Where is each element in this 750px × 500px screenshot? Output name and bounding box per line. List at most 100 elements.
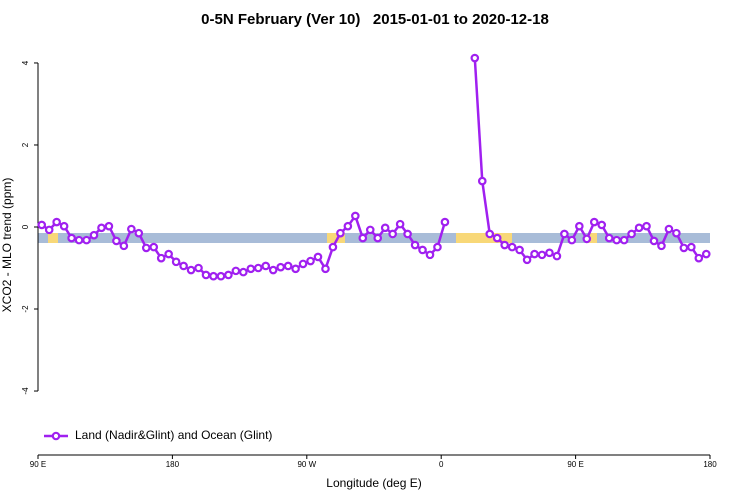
data-point xyxy=(537,250,547,260)
data-point xyxy=(649,236,659,246)
data-point xyxy=(149,242,159,252)
data-point xyxy=(373,233,383,243)
data-point xyxy=(403,229,412,239)
data-point xyxy=(627,229,636,239)
land-band xyxy=(588,233,597,243)
data-point xyxy=(552,251,562,261)
data-point xyxy=(37,220,47,230)
data-point xyxy=(59,221,69,231)
data-point xyxy=(687,242,696,252)
y-tick-label: 0 xyxy=(21,224,30,229)
data-point xyxy=(224,270,233,280)
y-tick-label: 2 xyxy=(21,142,30,147)
land-band xyxy=(456,233,512,243)
data-point xyxy=(485,229,495,239)
data-point xyxy=(306,256,315,266)
data-point xyxy=(380,223,390,233)
data-point xyxy=(328,242,338,252)
data-point xyxy=(515,245,524,255)
data-point xyxy=(425,250,435,260)
data-point xyxy=(97,223,106,233)
data-point xyxy=(701,249,711,259)
data-point xyxy=(336,228,345,238)
data-point xyxy=(321,264,330,274)
data-point xyxy=(89,230,99,240)
data-point xyxy=(470,53,480,63)
data-point xyxy=(612,235,621,245)
data-point xyxy=(545,248,554,258)
y-tick-label: -2 xyxy=(21,305,30,313)
data-point xyxy=(642,221,651,231)
data-point xyxy=(575,221,584,231)
data-point xyxy=(127,224,136,234)
data-point xyxy=(664,224,674,234)
data-point xyxy=(231,266,241,276)
data-point xyxy=(507,242,517,252)
data-point xyxy=(477,176,487,186)
x-tick-label: 180 xyxy=(703,460,717,469)
data-point xyxy=(74,235,84,245)
data-point xyxy=(500,240,509,250)
data-point xyxy=(67,233,76,243)
data-point xyxy=(582,234,592,244)
data-point xyxy=(522,255,532,265)
land-band xyxy=(48,233,58,243)
x-tick-label: 90 E xyxy=(567,460,583,469)
data-point xyxy=(492,233,502,243)
data-point xyxy=(634,223,644,233)
data-point xyxy=(604,233,614,243)
data-point xyxy=(216,271,226,281)
data-point xyxy=(246,264,256,274)
data-point xyxy=(134,228,144,238)
data-point xyxy=(112,236,121,246)
data-point xyxy=(567,235,577,245)
data-point xyxy=(679,243,689,253)
y-tick-label: -4 xyxy=(21,387,30,395)
data-point xyxy=(82,235,91,245)
legend-marker xyxy=(51,431,61,441)
x-tick-label: 90 W xyxy=(297,460,316,469)
y-tick-label: 4 xyxy=(21,60,30,65)
data-point xyxy=(657,241,666,251)
data-point xyxy=(298,259,308,269)
data-point xyxy=(358,233,368,243)
data-point xyxy=(156,253,166,263)
legend-label: Land (Nadir&Glint) and Ocean (Glint) xyxy=(75,428,272,442)
series-line xyxy=(41,57,707,278)
data-point xyxy=(276,262,285,272)
data-point xyxy=(104,221,114,231)
data-point xyxy=(261,261,271,271)
data-point xyxy=(343,221,353,231)
data-point xyxy=(239,267,248,277)
data-point xyxy=(694,253,704,263)
data-point xyxy=(560,229,569,239)
x-axis-label: Longitude (deg E) xyxy=(326,476,421,490)
x-tick-label: 180 xyxy=(166,460,180,469)
data-point xyxy=(44,225,54,235)
data-point xyxy=(418,245,427,255)
data-point xyxy=(351,211,360,221)
data-point xyxy=(410,240,420,250)
data-point xyxy=(283,261,293,271)
data-point xyxy=(209,271,218,281)
data-point xyxy=(530,249,539,259)
data-point xyxy=(388,229,397,239)
data-point xyxy=(164,249,173,259)
data-point xyxy=(619,235,629,245)
data-point xyxy=(433,242,442,252)
data-point xyxy=(365,225,375,235)
data-point xyxy=(440,217,450,227)
land-band xyxy=(327,233,345,243)
data-point xyxy=(253,263,263,273)
data-point xyxy=(119,241,129,251)
data-point xyxy=(171,257,181,267)
data-point xyxy=(395,219,405,229)
data-point xyxy=(201,270,211,280)
data-point xyxy=(291,264,300,274)
x-tick-label: 90 E xyxy=(30,460,46,469)
data-point xyxy=(186,265,196,275)
chart-title: 0-5N February (Ver 10) 2015-01-01 to 202… xyxy=(201,11,549,28)
data-point xyxy=(597,220,607,230)
data-point xyxy=(52,217,61,227)
